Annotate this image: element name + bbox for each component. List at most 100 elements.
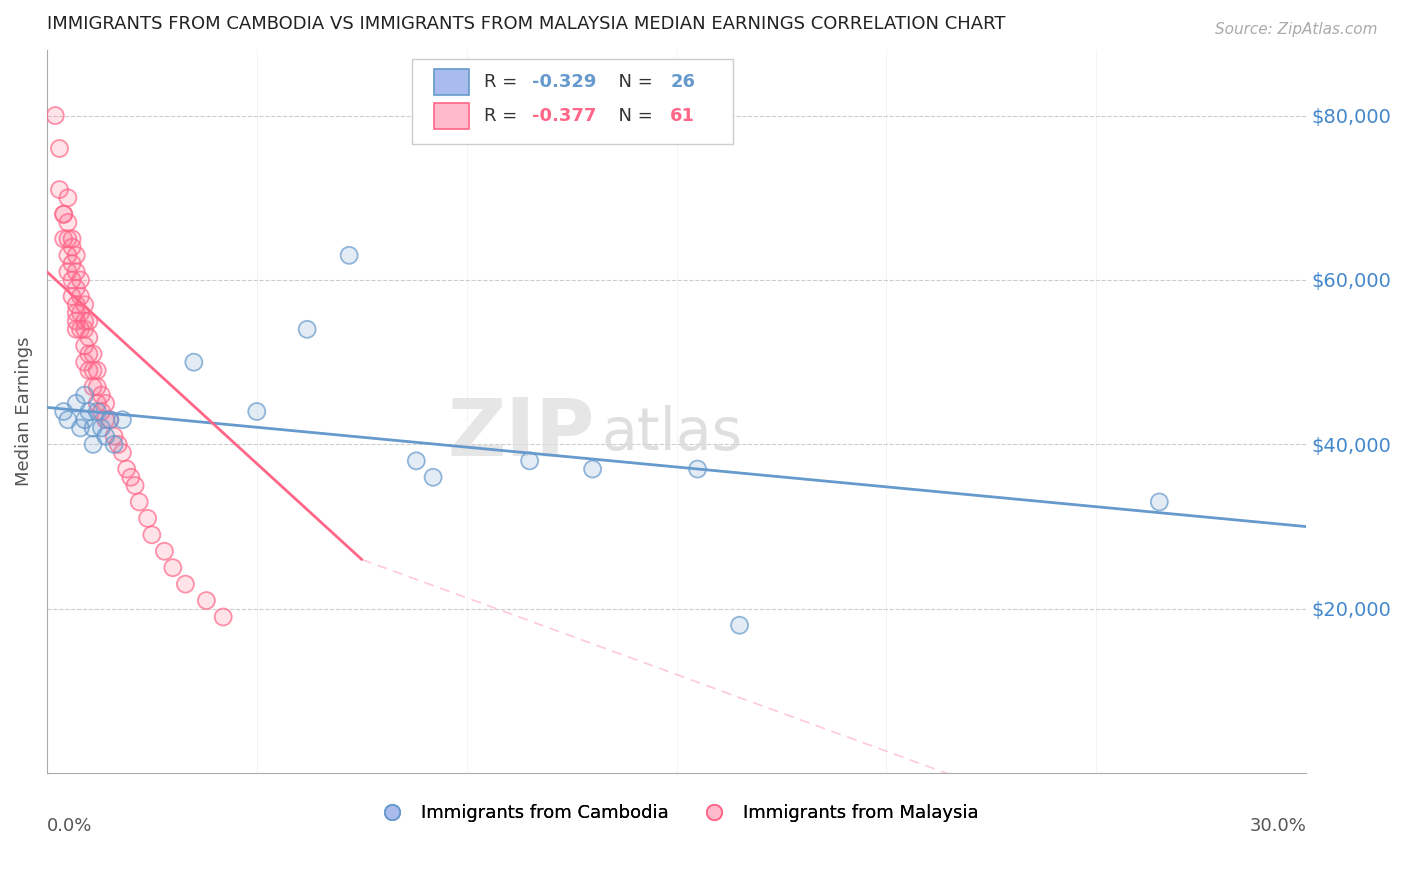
Point — [162, 560, 184, 574]
Y-axis label: Median Earnings: Median Earnings — [15, 337, 32, 486]
Point — [115, 462, 138, 476]
Point — [103, 437, 125, 451]
Point — [141, 528, 163, 542]
Text: IMMIGRANTS FROM CAMBODIA VS IMMIGRANTS FROM MALAYSIA MEDIAN EARNINGS CORRELATION: IMMIGRANTS FROM CAMBODIA VS IMMIGRANTS F… — [46, 15, 1005, 33]
Point — [73, 413, 96, 427]
Point — [69, 273, 91, 287]
Point — [94, 396, 117, 410]
Point — [195, 593, 218, 607]
Point — [183, 355, 205, 369]
Point — [44, 109, 66, 123]
Point — [56, 215, 79, 229]
Point — [60, 232, 83, 246]
Point — [86, 396, 108, 410]
Point — [405, 454, 427, 468]
Point — [56, 232, 79, 246]
Point — [686, 462, 709, 476]
Point — [77, 404, 100, 418]
Point — [69, 306, 91, 320]
Point — [56, 413, 79, 427]
Point — [65, 314, 87, 328]
Point — [86, 396, 108, 410]
Point — [65, 265, 87, 279]
Point — [52, 404, 75, 418]
Point — [65, 322, 87, 336]
Point — [1149, 495, 1171, 509]
Point — [65, 306, 87, 320]
Point — [73, 339, 96, 353]
Point — [73, 322, 96, 336]
Point — [82, 421, 104, 435]
Point — [98, 413, 121, 427]
Point — [90, 404, 112, 418]
Point — [82, 380, 104, 394]
Point — [52, 207, 75, 221]
Point — [77, 363, 100, 377]
Point — [65, 298, 87, 312]
FancyBboxPatch shape — [412, 59, 734, 144]
Text: 30.0%: 30.0% — [1250, 816, 1306, 835]
Point — [56, 248, 79, 262]
Point — [337, 248, 360, 262]
Text: R =: R = — [484, 73, 523, 91]
Point — [519, 454, 541, 468]
Point — [60, 289, 83, 303]
Point — [73, 413, 96, 427]
Point — [174, 577, 197, 591]
Point — [65, 396, 87, 410]
Point — [73, 314, 96, 328]
Point — [728, 618, 751, 632]
Point — [48, 141, 70, 155]
Point — [82, 363, 104, 377]
Point — [246, 404, 269, 418]
Point — [107, 437, 129, 451]
Point — [52, 207, 75, 221]
Text: R =: R = — [484, 107, 523, 125]
Point — [86, 363, 108, 377]
Point — [56, 215, 79, 229]
Point — [1149, 495, 1171, 509]
Point — [581, 462, 603, 476]
Point — [82, 380, 104, 394]
Point — [65, 314, 87, 328]
Point — [65, 248, 87, 262]
Point — [60, 273, 83, 287]
Point — [60, 240, 83, 254]
Point — [44, 109, 66, 123]
Point — [73, 322, 96, 336]
Point — [246, 404, 269, 418]
Point — [94, 413, 117, 427]
Point — [183, 355, 205, 369]
Point — [69, 289, 91, 303]
Point — [82, 437, 104, 451]
Point — [136, 511, 159, 525]
Point — [73, 388, 96, 402]
Point — [111, 413, 134, 427]
Point — [422, 470, 444, 484]
Point — [136, 511, 159, 525]
Point — [128, 495, 150, 509]
Point — [77, 363, 100, 377]
Point — [48, 141, 70, 155]
Point — [77, 330, 100, 344]
Point — [77, 314, 100, 328]
Point — [60, 273, 83, 287]
Point — [337, 248, 360, 262]
Point — [77, 330, 100, 344]
Point — [111, 413, 134, 427]
Point — [73, 298, 96, 312]
Point — [52, 232, 75, 246]
Point — [73, 339, 96, 353]
Point — [65, 281, 87, 295]
Text: 0.0%: 0.0% — [46, 816, 93, 835]
Text: atlas: atlas — [600, 405, 742, 462]
Point — [124, 478, 146, 492]
Point — [86, 380, 108, 394]
Point — [90, 388, 112, 402]
Point — [60, 289, 83, 303]
Point — [56, 191, 79, 205]
Point — [65, 322, 87, 336]
Point — [111, 445, 134, 459]
Point — [86, 404, 108, 418]
Point — [69, 306, 91, 320]
